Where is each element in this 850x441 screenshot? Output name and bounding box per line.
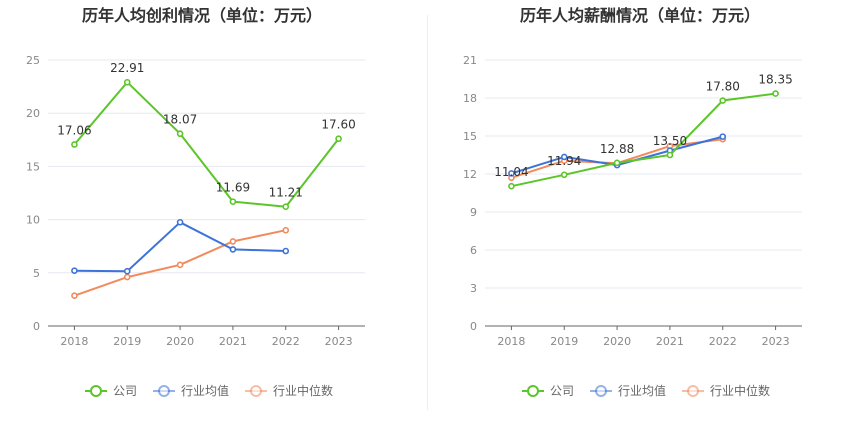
data-point-company <box>176 130 184 138</box>
data-point-company <box>560 171 568 179</box>
data-point-industry_median <box>282 226 290 234</box>
x-tick-label: 2023 <box>325 335 353 348</box>
data-point-company <box>613 159 621 167</box>
y-tick-label: 20 <box>26 107 40 120</box>
legend-item-industry_avg: 行业均值 <box>590 383 666 398</box>
data-point-company <box>123 78 131 86</box>
legend-marker <box>90 385 102 397</box>
data-point-industry_avg <box>282 247 290 255</box>
x-tick-label: 2021 <box>656 335 684 348</box>
data-point-industry_avg <box>560 153 568 161</box>
data-point-company <box>666 151 674 159</box>
data-label: 18.35 <box>758 73 792 87</box>
x-tick-label: 2019 <box>550 335 578 348</box>
data-point-industry_avg <box>229 246 237 253</box>
x-tick-label: 2022 <box>272 335 300 348</box>
y-tick-label: 10 <box>26 214 40 227</box>
x-tick-label: 2022 <box>709 335 737 348</box>
data-label: 22.91 <box>110 61 144 75</box>
data-label: 18.07 <box>163 113 197 127</box>
legend-marker <box>527 385 539 397</box>
data-point-industry_avg <box>719 133 727 140</box>
x-tick-label: 2018 <box>497 335 525 348</box>
y-tick-label: 15 <box>26 160 40 173</box>
legend-marker <box>687 385 699 397</box>
data-label: 17.06 <box>57 123 91 137</box>
legend-label: 行业均值 <box>618 383 666 398</box>
legend-label: 公司 <box>550 384 574 398</box>
y-tick-label: 6 <box>470 244 477 257</box>
legend-label: 行业中位数 <box>273 383 333 398</box>
data-point-company <box>229 198 237 205</box>
legend-item-industry_avg: 行业均值 <box>153 383 229 398</box>
chart-title: 历年人均薪酬情况（单位：万元） <box>520 6 760 25</box>
data-point-company <box>71 141 78 148</box>
legend-marker <box>595 385 607 397</box>
legend-item-industry_median: 行业中位数 <box>245 383 333 398</box>
data-point-industry_median <box>71 292 78 299</box>
y-tick-label: 9 <box>470 206 477 219</box>
chart-panel-1: 历年人均创利情况（单位：万元） 0 5 10 15 20 25 2018 2019 2020 202… <box>26 6 365 398</box>
y-tick-label: 21 <box>463 54 477 67</box>
x-tick-label: 2018 <box>60 335 88 348</box>
y-tick-label: 3 <box>470 282 477 295</box>
data-point-industry_avg <box>71 267 78 274</box>
legend-item-company: 公司 <box>522 384 574 398</box>
y-tick-label: 25 <box>26 54 40 67</box>
data-label: 13.50 <box>653 134 687 148</box>
data-point-company <box>508 182 515 190</box>
y-tick-label: 0 <box>33 320 40 333</box>
x-tick-label: 2021 <box>219 335 247 348</box>
data-point-industry_median <box>176 261 184 269</box>
data-point-industry_avg <box>508 170 515 177</box>
chart-title: 历年人均创利情况（单位：万元） <box>82 6 322 25</box>
x-tick-label: 2020 <box>166 335 194 348</box>
legend-label: 行业中位数 <box>710 383 770 398</box>
data-label: 17.80 <box>706 80 740 94</box>
data-point-company <box>719 97 727 104</box>
chart-panel-2: 历年人均薪酬情况（单位：万元） 0 3 6 9 12 15 18 21 2018 2019 2020 2… <box>463 6 802 398</box>
data-point-industry_avg <box>176 218 184 226</box>
y-tick-label: 0 <box>470 320 477 333</box>
legend-label: 公司 <box>113 384 137 398</box>
y-tick-label: 18 <box>463 92 477 105</box>
data-label: 11.69 <box>216 181 250 195</box>
data-point-company <box>335 135 342 143</box>
legend-item-company: 公司 <box>85 384 137 398</box>
y-tick-label: 12 <box>463 168 477 181</box>
data-label: 12.88 <box>600 142 634 156</box>
data-point-industry_avg <box>123 267 131 275</box>
data-label: 11.21 <box>269 186 303 200</box>
x-tick-label: 2023 <box>762 335 790 348</box>
data-label: 11.04 <box>494 165 528 179</box>
data-label: 17.60 <box>321 118 355 132</box>
series-line-company <box>73 81 340 208</box>
x-tick-label: 2020 <box>603 335 631 348</box>
data-label: 11.94 <box>547 154 581 168</box>
y-tick-label: 15 <box>463 130 477 143</box>
legend-marker <box>158 385 170 397</box>
y-tick-label: 5 <box>33 267 40 280</box>
data-point-company <box>772 90 779 97</box>
data-point-company <box>282 203 290 211</box>
data-point-industry_median <box>229 238 237 245</box>
legend-item-industry_median: 行业中位数 <box>682 383 770 398</box>
legend-label: 行业均值 <box>181 383 229 398</box>
series-line-company <box>511 92 776 188</box>
x-tick-label: 2019 <box>113 335 141 348</box>
legend-marker <box>250 385 262 397</box>
data-point-industry_median <box>123 273 131 281</box>
